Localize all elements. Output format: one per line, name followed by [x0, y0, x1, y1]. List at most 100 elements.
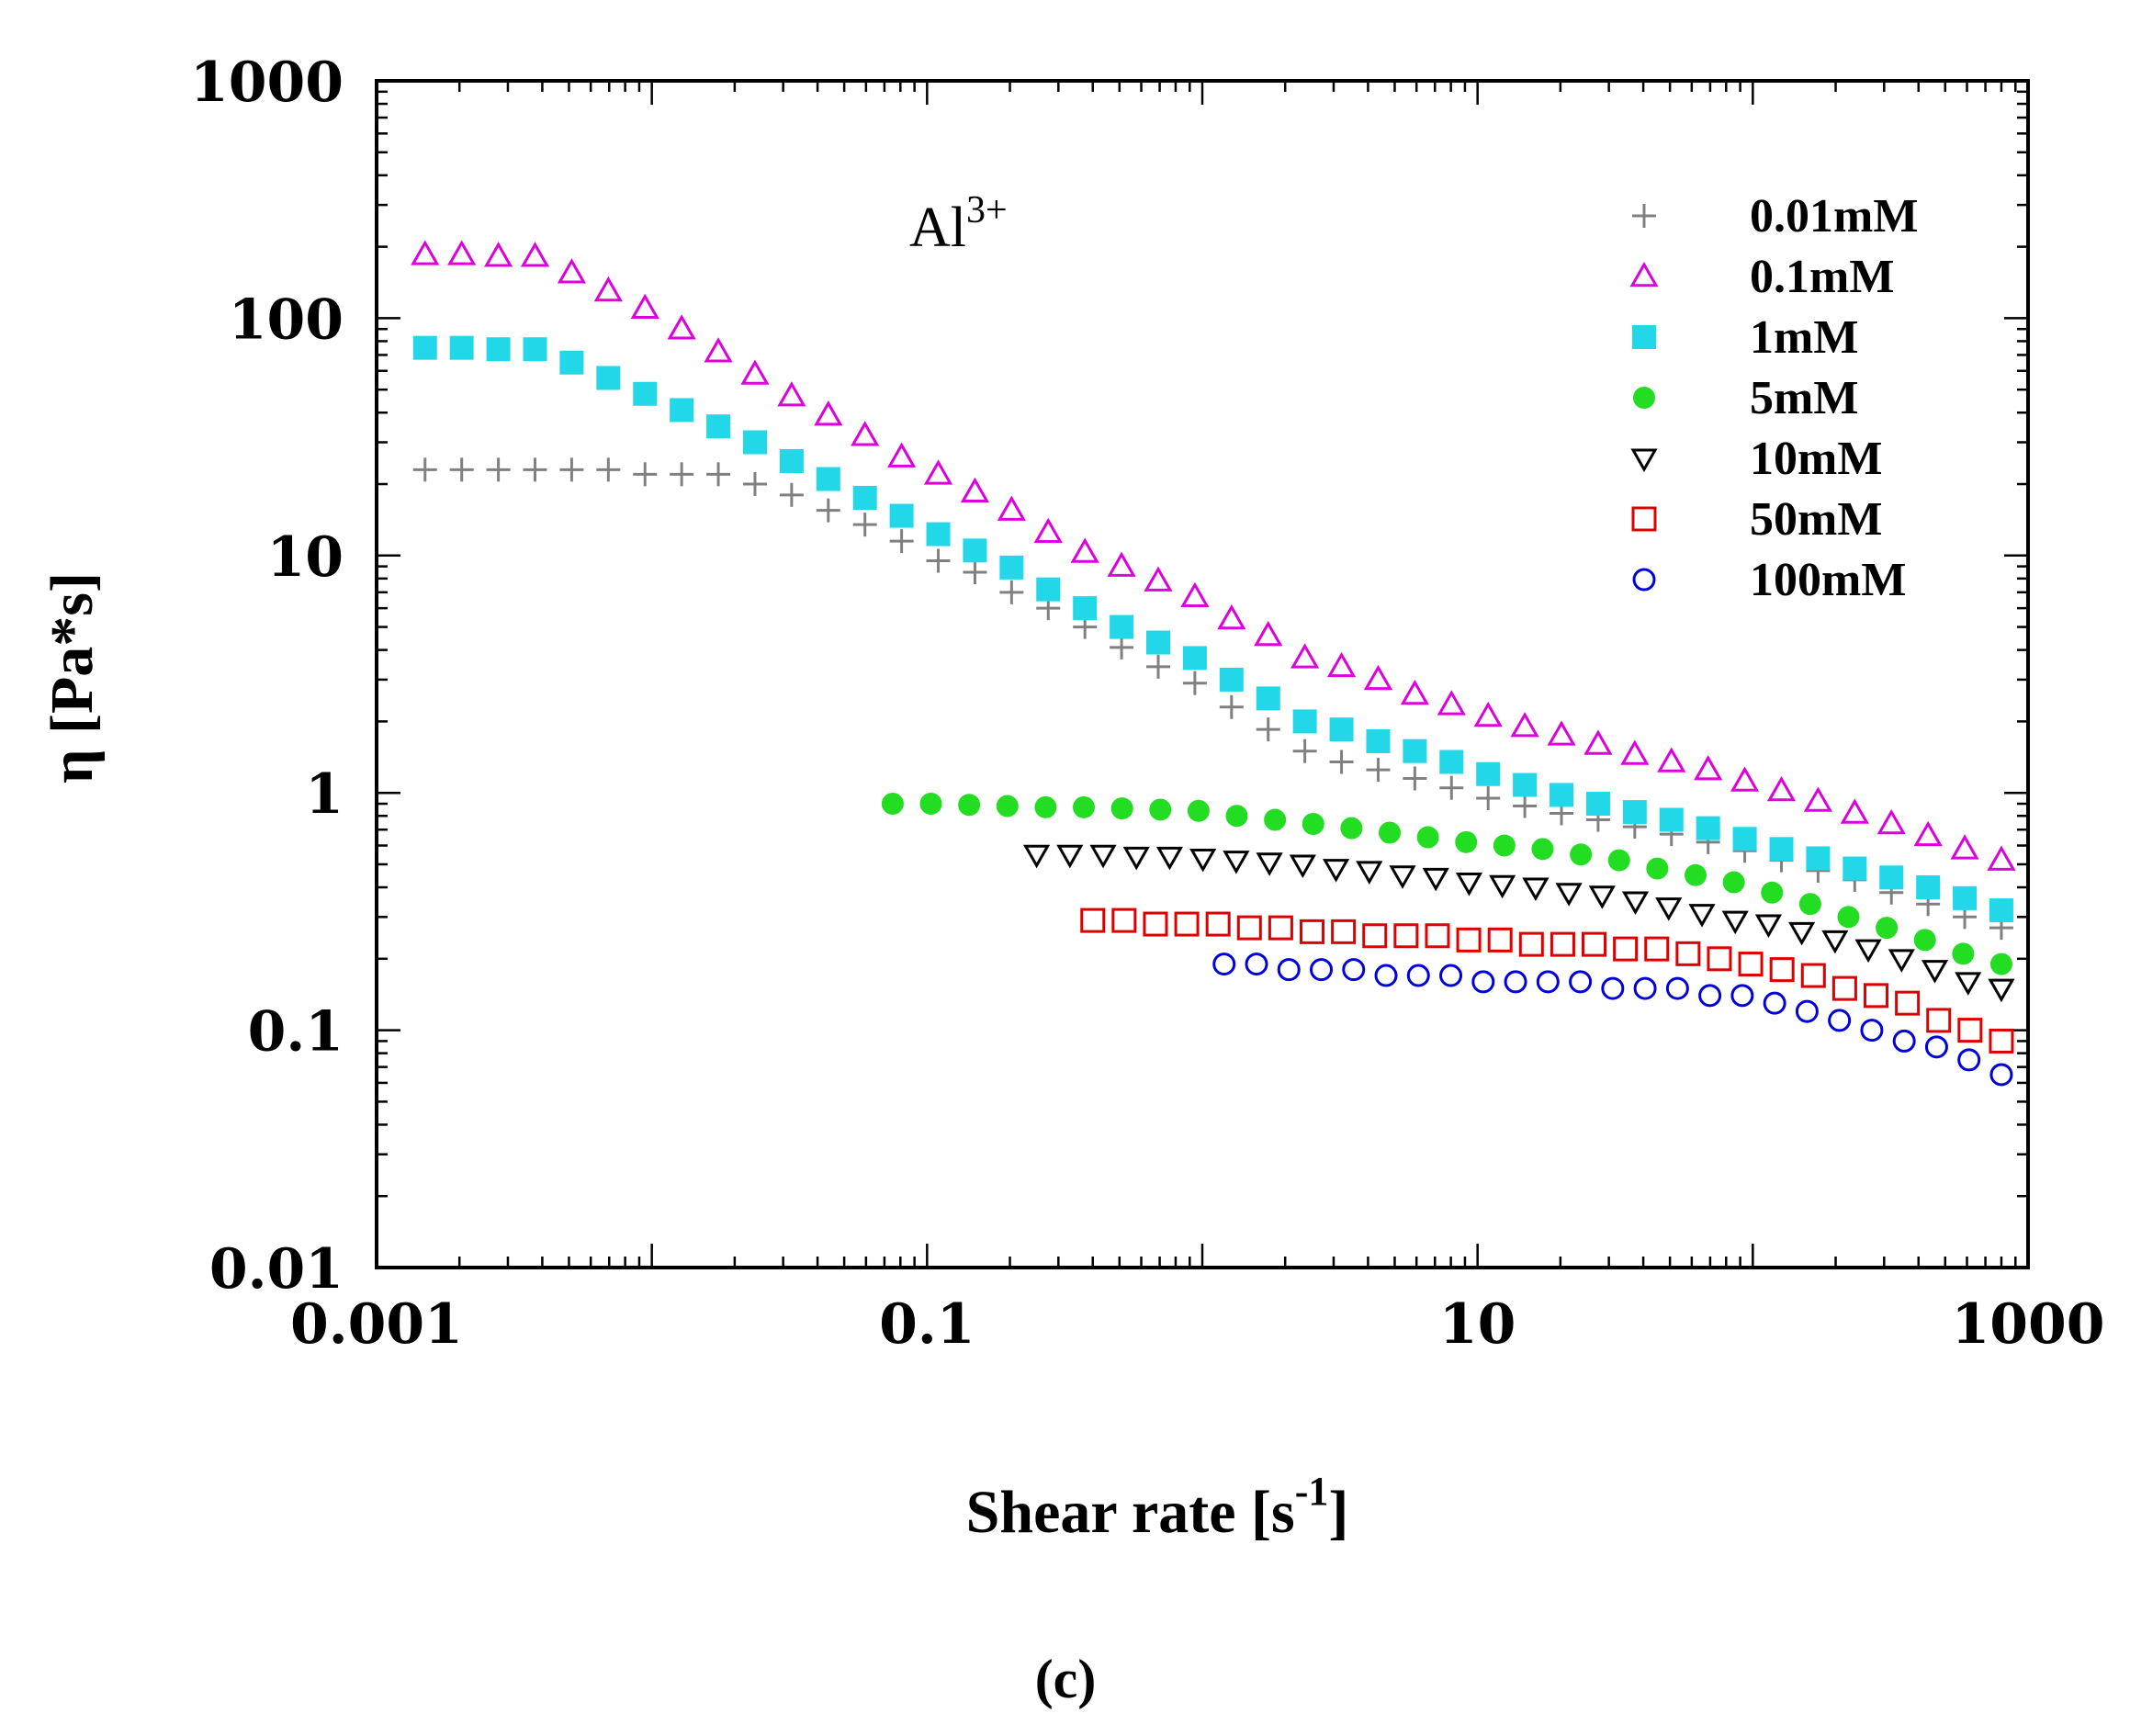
data-point: [1754, 914, 1783, 939]
data-point: [1722, 871, 1745, 894]
data-point: [1340, 817, 1363, 840]
data-point: [1621, 891, 1650, 916]
data-point: [1588, 885, 1616, 909]
data-point: [1766, 775, 1797, 802]
data-point: [1362, 923, 1388, 949]
legend-label: 5mM: [1750, 372, 1858, 424]
data-point: [1952, 942, 1975, 965]
data-point: [670, 398, 694, 423]
data-point: [1504, 970, 1527, 994]
data-point: [1212, 953, 1236, 976]
data-point: [1696, 816, 1720, 840]
series-1mm: [412, 335, 2013, 923]
data-point: [559, 457, 584, 482]
data-point: [1268, 915, 1293, 941]
y-tick-label: 100: [229, 287, 344, 352]
x-tick-label: 10: [1439, 1292, 1516, 1357]
data-point: [633, 381, 658, 406]
data-point: [1439, 964, 1463, 987]
data-point: [1456, 927, 1482, 953]
data-point: [1110, 635, 1134, 659]
data-point: [1806, 846, 1831, 871]
data-point: [1080, 907, 1106, 933]
data-point: [1987, 845, 2016, 871]
data-point: [1256, 852, 1283, 876]
data-point: [887, 442, 917, 468]
data-point: [1510, 712, 1539, 738]
data-point: [1476, 785, 1501, 810]
legend-marker: [1630, 448, 1658, 473]
y-tick-label: 1: [305, 762, 344, 827]
data-point: [997, 495, 1026, 521]
legend-label: 0.1mM: [1750, 251, 1894, 303]
data-point: [1329, 717, 1354, 742]
data-point: [1225, 805, 1248, 828]
data-point: [1761, 881, 1784, 904]
data-point: [1471, 970, 1495, 994]
data-point: [1022, 844, 1051, 869]
data-point: [1913, 929, 1936, 952]
x-axis-title-close: ]: [1328, 1479, 1348, 1546]
data-point: [1788, 921, 1816, 946]
data-point: [1763, 991, 1786, 1015]
data-point: [1366, 758, 1391, 783]
data-point: [1110, 797, 1133, 820]
data-point: [1732, 827, 1757, 851]
data-point: [1403, 738, 1427, 763]
data-point: [963, 538, 987, 563]
legend-label: 1mM: [1750, 311, 1858, 364]
data-point: [411, 240, 440, 265]
y-tick-label: 1000: [190, 51, 344, 115]
legend-marker: [1633, 387, 1655, 409]
data-point: [1070, 537, 1099, 563]
data-point: [852, 485, 877, 510]
data-point: [1331, 919, 1357, 944]
x-axis: 0.001 0.1 10 1000: [290, 1292, 2104, 1357]
legend-marker: [1632, 568, 1656, 592]
data-point: [1363, 664, 1393, 691]
data-point: [1144, 566, 1173, 592]
data-point: [1189, 848, 1217, 873]
data-point: [1876, 808, 1906, 835]
data-point: [1476, 761, 1501, 786]
data-point: [1236, 915, 1262, 941]
data-point: [1378, 821, 1401, 844]
data-point: [1292, 709, 1317, 734]
data-point: [486, 337, 511, 362]
data-point: [1795, 999, 1819, 1023]
data-point: [1769, 837, 1794, 862]
legend-marker: [1629, 261, 1659, 287]
data-point: [1422, 867, 1449, 892]
data-point: [1182, 646, 1207, 671]
legend: 0.01mM 0.1mM 1mM 5mM 10mM 50mM 100mM: [1629, 190, 1918, 606]
data-point: [852, 513, 877, 537]
y-tick-label: 10: [267, 525, 344, 590]
x-axis-title-sup: -1: [1295, 1469, 1329, 1514]
data-point: [1425, 923, 1450, 949]
data-point: [1585, 792, 1610, 817]
data-point: [1860, 1019, 1884, 1043]
data-point: [1989, 1063, 2013, 1087]
data-point: [1769, 957, 1795, 983]
data-point: [1406, 964, 1430, 987]
data-point: [1182, 671, 1207, 695]
data-point: [596, 457, 621, 482]
data-point: [1522, 877, 1550, 902]
data-point: [1924, 1035, 1948, 1059]
data-point: [1646, 857, 1669, 880]
data-point: [742, 472, 767, 497]
data-point: [1798, 893, 1821, 916]
data-point: [412, 335, 437, 360]
ion-annotation-sup: 3+: [966, 189, 1008, 231]
data-point: [1493, 834, 1516, 857]
data-point: [1145, 654, 1170, 679]
data-point: [559, 350, 584, 375]
data-point: [1292, 738, 1317, 763]
data-point: [1730, 766, 1760, 792]
y-axis-title: η [Pa*s]: [39, 572, 106, 783]
data-point: [1277, 958, 1301, 982]
data-point: [1531, 838, 1554, 861]
data-point: [1302, 812, 1324, 835]
data-point: [706, 414, 731, 439]
data-point: [1073, 795, 1096, 818]
